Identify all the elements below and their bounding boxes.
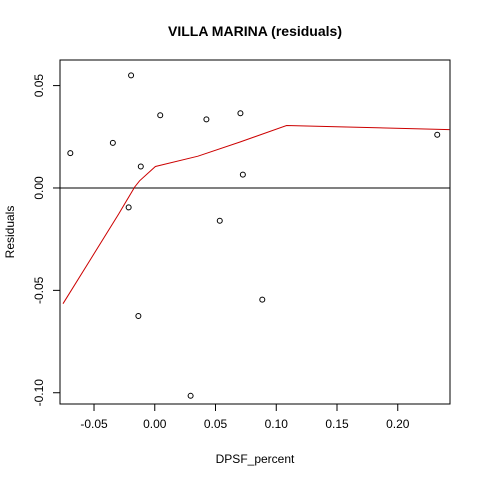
x-tick-label: 0.10: [265, 417, 289, 431]
residual-point: [237, 110, 244, 117]
y-axis-ticks: -0.10 -0.05 0.00 0.05: [32, 74, 60, 407]
y-tick-label: -0.10: [32, 379, 46, 407]
x-tick-label: 0.20: [386, 417, 410, 431]
residual-point: [125, 204, 132, 211]
x-tick-label: 0.05: [204, 417, 228, 431]
residual-point: [128, 72, 135, 79]
residual-point: [157, 112, 164, 119]
y-tick-label: -0.05: [32, 276, 46, 304]
residual-point: [137, 163, 144, 170]
residual-points: [67, 72, 441, 399]
x-axis-ticks: -0.05 0.00 0.05 0.10 0.15 0.20: [80, 404, 410, 431]
residual-point: [67, 150, 74, 157]
residual-point: [259, 296, 266, 303]
y-tick-label: 0.05: [32, 74, 46, 98]
chart-title: VILLA MARINA (residuals): [168, 23, 342, 39]
residual-point: [203, 116, 210, 123]
residual-point: [216, 217, 223, 224]
smoothed-residual-line: [62, 124, 450, 304]
y-tick-label: 0.00: [32, 176, 46, 200]
residual-point: [109, 139, 116, 146]
y-axis-label: Residuals: [3, 206, 17, 259]
x-tick-label: -0.05: [80, 417, 108, 431]
x-tick-label: 0.00: [143, 417, 167, 431]
x-axis-label: DPSF_percent: [216, 452, 295, 466]
residual-point: [434, 131, 441, 138]
residual-point: [135, 312, 142, 319]
residual-point: [239, 171, 246, 178]
residual-point: [187, 392, 194, 399]
plot-frame: [59, 59, 451, 405]
x-tick-label: 0.15: [325, 417, 349, 431]
